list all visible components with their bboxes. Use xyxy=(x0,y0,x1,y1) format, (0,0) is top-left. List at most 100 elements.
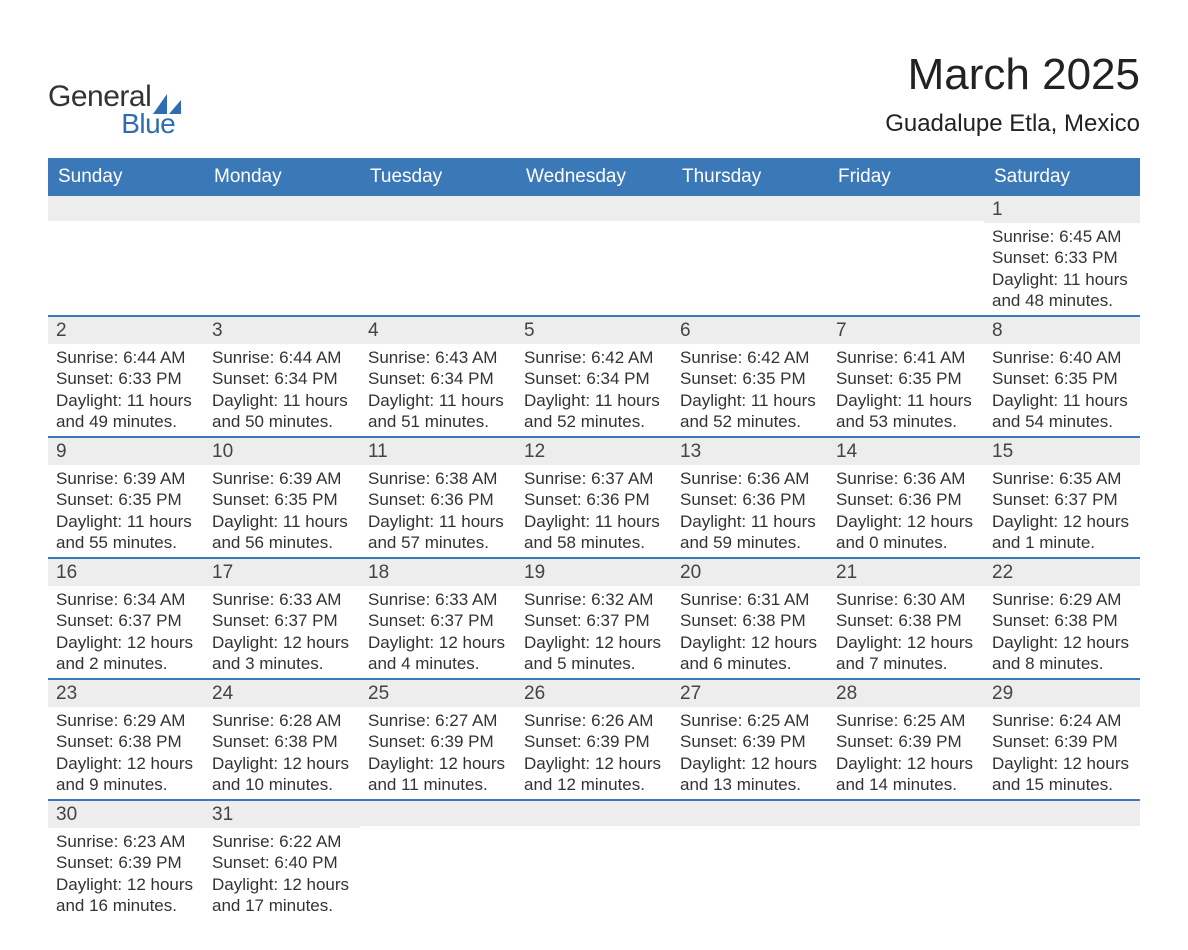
sunrise-text: Sunrise: 6:26 AM xyxy=(524,710,664,731)
cell-body: Sunrise: 6:37 AMSunset: 6:36 PMDaylight:… xyxy=(516,465,672,557)
sunset-text: Sunset: 6:37 PM xyxy=(524,610,664,631)
calendar-cell: 20Sunrise: 6:31 AMSunset: 6:38 PMDayligh… xyxy=(672,559,828,678)
calendar-cell: 23Sunrise: 6:29 AMSunset: 6:38 PMDayligh… xyxy=(48,680,204,799)
calendar-cell: 31Sunrise: 6:22 AMSunset: 6:40 PMDayligh… xyxy=(204,801,360,920)
cell-body: Sunrise: 6:38 AMSunset: 6:36 PMDaylight:… xyxy=(360,465,516,557)
cell-body xyxy=(516,221,672,231)
cell-body: Sunrise: 6:40 AMSunset: 6:35 PMDaylight:… xyxy=(984,344,1140,436)
day-header-wednesday: Wednesday xyxy=(516,158,672,196)
dl2-text: and 51 minutes. xyxy=(368,411,508,432)
dl1-text: Daylight: 12 hours xyxy=(212,632,352,653)
sunset-text: Sunset: 6:33 PM xyxy=(56,368,196,389)
sunset-text: Sunset: 6:36 PM xyxy=(680,489,820,510)
dl1-text: Daylight: 12 hours xyxy=(524,632,664,653)
cell-body: Sunrise: 6:22 AMSunset: 6:40 PMDaylight:… xyxy=(204,828,360,920)
calendar-cell: 22Sunrise: 6:29 AMSunset: 6:38 PMDayligh… xyxy=(984,559,1140,678)
sunset-text: Sunset: 6:39 PM xyxy=(836,731,976,752)
calendar-cell xyxy=(516,801,672,920)
dl1-text: Daylight: 11 hours xyxy=(56,511,196,532)
cell-body: Sunrise: 6:28 AMSunset: 6:38 PMDaylight:… xyxy=(204,707,360,799)
dl1-text: Daylight: 12 hours xyxy=(680,632,820,653)
sunset-text: Sunset: 6:39 PM xyxy=(680,731,820,752)
calendar-cell: 28Sunrise: 6:25 AMSunset: 6:39 PMDayligh… xyxy=(828,680,984,799)
cell-body: Sunrise: 6:25 AMSunset: 6:39 PMDaylight:… xyxy=(828,707,984,799)
day-number xyxy=(516,196,672,221)
dl2-text: and 52 minutes. xyxy=(524,411,664,432)
dl2-text: and 5 minutes. xyxy=(524,653,664,674)
day-number xyxy=(984,801,1140,826)
calendar-cell: 21Sunrise: 6:30 AMSunset: 6:38 PMDayligh… xyxy=(828,559,984,678)
dl1-text: Daylight: 11 hours xyxy=(992,390,1132,411)
cell-body: Sunrise: 6:29 AMSunset: 6:38 PMDaylight:… xyxy=(48,707,204,799)
calendar-cell: 14Sunrise: 6:36 AMSunset: 6:36 PMDayligh… xyxy=(828,438,984,557)
sunrise-text: Sunrise: 6:29 AM xyxy=(992,589,1132,610)
cell-body: Sunrise: 6:44 AMSunset: 6:33 PMDaylight:… xyxy=(48,344,204,436)
calendar-week: 30Sunrise: 6:23 AMSunset: 6:39 PMDayligh… xyxy=(48,799,1140,920)
cell-body xyxy=(984,826,1140,836)
cell-body: Sunrise: 6:32 AMSunset: 6:37 PMDaylight:… xyxy=(516,586,672,678)
day-number: 16 xyxy=(48,559,204,586)
sunrise-text: Sunrise: 6:25 AM xyxy=(836,710,976,731)
sunset-text: Sunset: 6:33 PM xyxy=(992,247,1132,268)
calendar: Sunday Monday Tuesday Wednesday Thursday… xyxy=(48,158,1140,920)
sunrise-text: Sunrise: 6:29 AM xyxy=(56,710,196,731)
cell-body: Sunrise: 6:36 AMSunset: 6:36 PMDaylight:… xyxy=(672,465,828,557)
cell-body: Sunrise: 6:33 AMSunset: 6:37 PMDaylight:… xyxy=(360,586,516,678)
cell-body: Sunrise: 6:35 AMSunset: 6:37 PMDaylight:… xyxy=(984,465,1140,557)
calendar-cell: 25Sunrise: 6:27 AMSunset: 6:39 PMDayligh… xyxy=(360,680,516,799)
cell-body xyxy=(672,826,828,836)
day-number: 21 xyxy=(828,559,984,586)
cell-body: Sunrise: 6:24 AMSunset: 6:39 PMDaylight:… xyxy=(984,707,1140,799)
calendar-cell: 13Sunrise: 6:36 AMSunset: 6:36 PMDayligh… xyxy=(672,438,828,557)
day-number: 6 xyxy=(672,317,828,344)
day-number: 7 xyxy=(828,317,984,344)
calendar-cell xyxy=(984,801,1140,920)
sunrise-text: Sunrise: 6:45 AM xyxy=(992,226,1132,247)
calendar-week: 9Sunrise: 6:39 AMSunset: 6:35 PMDaylight… xyxy=(48,436,1140,557)
sunrise-text: Sunrise: 6:30 AM xyxy=(836,589,976,610)
dl2-text: and 13 minutes. xyxy=(680,774,820,795)
sunset-text: Sunset: 6:38 PM xyxy=(680,610,820,631)
dl1-text: Daylight: 12 hours xyxy=(368,632,508,653)
dl1-text: Daylight: 12 hours xyxy=(56,874,196,895)
day-number: 24 xyxy=(204,680,360,707)
cell-body: Sunrise: 6:31 AMSunset: 6:38 PMDaylight:… xyxy=(672,586,828,678)
page-subtitle: Guadalupe Etla, Mexico xyxy=(885,110,1140,138)
sunset-text: Sunset: 6:35 PM xyxy=(992,368,1132,389)
day-number: 19 xyxy=(516,559,672,586)
day-header-tuesday: Tuesday xyxy=(360,158,516,196)
page-title: March 2025 xyxy=(885,50,1140,100)
calendar-cell: 11Sunrise: 6:38 AMSunset: 6:36 PMDayligh… xyxy=(360,438,516,557)
sunrise-text: Sunrise: 6:43 AM xyxy=(368,347,508,368)
dl2-text: and 16 minutes. xyxy=(56,895,196,916)
day-number: 26 xyxy=(516,680,672,707)
dl2-text: and 57 minutes. xyxy=(368,532,508,553)
day-number: 4 xyxy=(360,317,516,344)
sunset-text: Sunset: 6:39 PM xyxy=(368,731,508,752)
dl1-text: Daylight: 12 hours xyxy=(680,753,820,774)
calendar-cell xyxy=(48,196,204,315)
calendar-cell xyxy=(828,801,984,920)
dl1-text: Daylight: 12 hours xyxy=(524,753,664,774)
sunset-text: Sunset: 6:34 PM xyxy=(524,368,664,389)
dl1-text: Daylight: 12 hours xyxy=(992,753,1132,774)
dl1-text: Daylight: 12 hours xyxy=(56,632,196,653)
dl1-text: Daylight: 12 hours xyxy=(836,632,976,653)
dl1-text: Daylight: 12 hours xyxy=(368,753,508,774)
sunset-text: Sunset: 6:35 PM xyxy=(680,368,820,389)
day-number xyxy=(672,801,828,826)
dl2-text: and 55 minutes. xyxy=(56,532,196,553)
calendar-cell: 9Sunrise: 6:39 AMSunset: 6:35 PMDaylight… xyxy=(48,438,204,557)
sunset-text: Sunset: 6:37 PM xyxy=(992,489,1132,510)
day-number: 13 xyxy=(672,438,828,465)
sunset-text: Sunset: 6:37 PM xyxy=(212,610,352,631)
sunrise-text: Sunrise: 6:36 AM xyxy=(680,468,820,489)
sunrise-text: Sunrise: 6:42 AM xyxy=(680,347,820,368)
calendar-cell: 12Sunrise: 6:37 AMSunset: 6:36 PMDayligh… xyxy=(516,438,672,557)
sunset-text: Sunset: 6:37 PM xyxy=(56,610,196,631)
dl1-text: Daylight: 11 hours xyxy=(680,511,820,532)
day-number: 31 xyxy=(204,801,360,828)
dl2-text: and 54 minutes. xyxy=(992,411,1132,432)
sunrise-text: Sunrise: 6:36 AM xyxy=(836,468,976,489)
calendar-cell: 10Sunrise: 6:39 AMSunset: 6:35 PMDayligh… xyxy=(204,438,360,557)
